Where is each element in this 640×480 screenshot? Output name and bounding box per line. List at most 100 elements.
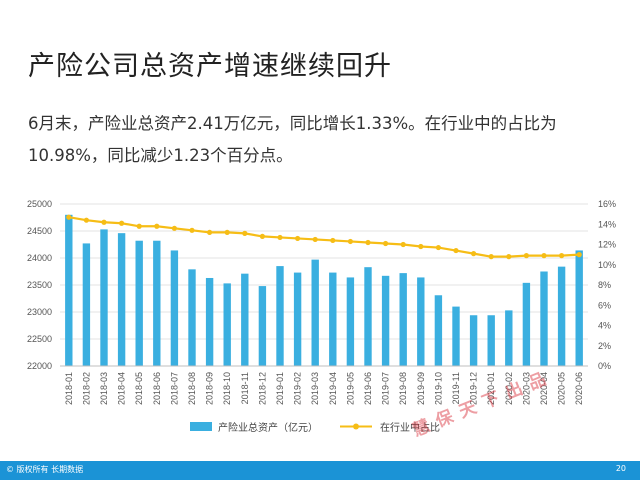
left-axis: 22000 22500 23000 23500 24000 24500 25000: [27, 199, 52, 371]
x-tick-label: 2018-02: [81, 372, 91, 405]
x-tick-label: 2018-11: [240, 372, 250, 404]
x-tick-label: 2019-04: [328, 372, 338, 405]
x-tick-label: 2018-08: [187, 372, 197, 405]
left-tick-label: 24500: [27, 226, 52, 236]
bar: [505, 310, 513, 366]
bar: [82, 243, 91, 366]
share-point: [171, 225, 177, 231]
x-tick-label: 2018-12: [257, 372, 267, 405]
share-point: [189, 227, 195, 233]
left-tick-label: 24000: [27, 253, 52, 263]
right-tick-label: 14%: [598, 219, 616, 229]
right-tick-label: 4%: [598, 321, 611, 331]
left-tick-label: 25000: [27, 199, 52, 209]
chart-gridlines: [60, 203, 588, 367]
bar: [223, 283, 231, 366]
chart-legend: 产险业总资产（亿元） 在行业中占比: [190, 421, 440, 434]
share-point: [277, 234, 283, 241]
x-tick-label: 2019-03: [310, 372, 320, 405]
right-tick-label: 6%: [598, 300, 611, 310]
x-tick-label: 2020-05: [557, 372, 567, 405]
x-tick-label: 2019-05: [345, 372, 355, 405]
legend-label-line: 在行业中占比: [380, 421, 440, 434]
share-point: [435, 244, 441, 251]
left-tick-label: 22500: [27, 334, 52, 344]
bar: [487, 315, 495, 366]
bar: [241, 273, 249, 366]
share-point: [66, 214, 72, 220]
x-tick-label: 2019-09: [416, 372, 426, 405]
share-line: [68, 216, 580, 258]
x-tick-label: 2018-04: [117, 372, 127, 405]
x-tick-label: 2020-03: [521, 372, 531, 405]
x-tick-label: 2019-12: [469, 372, 479, 405]
share-point: [418, 243, 424, 250]
share-point: [242, 230, 248, 236]
right-tick-label: 8%: [598, 280, 611, 290]
share-point: [453, 247, 459, 254]
left-tick-label: 22000: [27, 361, 52, 371]
bar: [276, 266, 284, 366]
share-point: [119, 220, 125, 226]
combo-chart: 22000 22500 23000 23500 24000 24500 25000 0% 2%…: [27, 199, 616, 434]
bar: [522, 282, 531, 366]
share-point: [101, 219, 107, 225]
share-point: [506, 254, 512, 260]
share-point: [154, 223, 160, 229]
page-number: 20: [615, 464, 626, 473]
x-tick-label: 2019-07: [381, 372, 391, 405]
x-tick-label: 2020-06: [574, 372, 584, 405]
bar: [153, 240, 161, 366]
share-point: [224, 229, 230, 235]
share-point: [383, 240, 389, 247]
share-point: [136, 223, 142, 229]
share-point: [541, 253, 547, 259]
x-tick-label: 2019-08: [398, 372, 408, 405]
bar: [65, 214, 73, 366]
share-point: [400, 241, 406, 248]
right-tick-label: 12%: [598, 240, 616, 250]
x-tick-label: 2018-03: [99, 372, 109, 405]
bar-series-total-assets: [65, 214, 583, 366]
right-tick-label: 16%: [598, 199, 616, 209]
bar: [117, 233, 126, 366]
bar: [540, 271, 548, 366]
bar: [258, 286, 267, 366]
right-tick-label: 0%: [598, 361, 611, 371]
bar: [346, 277, 355, 366]
legend-swatch-bar: [190, 422, 212, 431]
legend-swatch-dot: [353, 423, 359, 430]
bar: [452, 306, 460, 366]
page-title: 产险公司总资产增速继续回升: [28, 51, 392, 82]
x-tick-label: 2019-06: [363, 372, 373, 405]
share-point: [83, 217, 89, 223]
share-point: [347, 238, 353, 245]
bar: [205, 277, 214, 366]
summary-line-1: 6月末，产险业总资产2.41万亿元，同比增长1.33%。在行业中的占比为: [28, 114, 557, 133]
share-point: [295, 235, 301, 242]
footer-bar: © 版权所有 长期数据 20: [0, 461, 640, 480]
bar: [557, 266, 566, 366]
bar: [311, 259, 319, 366]
left-tick-label: 23000: [27, 307, 52, 317]
x-tick-label: 2018-06: [152, 372, 162, 405]
share-point: [471, 251, 477, 257]
summary-text: 6月末，产险业总资产2.41万亿元，同比增长1.33%。在行业中的占比为 10.…: [28, 108, 618, 172]
left-tick-label: 23500: [27, 280, 52, 290]
x-tick-label: 2019-10: [433, 372, 443, 405]
share-point: [523, 253, 530, 259]
bar: [381, 275, 390, 366]
share-point: [365, 239, 371, 246]
x-tick-label: 2019-01: [275, 372, 285, 405]
share-point: [330, 237, 336, 244]
bar: [329, 272, 337, 366]
x-tick-label: 2018-09: [205, 372, 215, 405]
bar: [469, 315, 478, 366]
bar: [293, 272, 302, 366]
x-tick-label: 2019-11: [451, 372, 461, 404]
share-point: [259, 233, 265, 239]
bar: [417, 277, 425, 366]
bar: [170, 250, 179, 366]
bar: [399, 273, 407, 366]
right-axis: 0% 2% 4% 6% 8% 10% 12% 14% 16%: [598, 199, 616, 371]
